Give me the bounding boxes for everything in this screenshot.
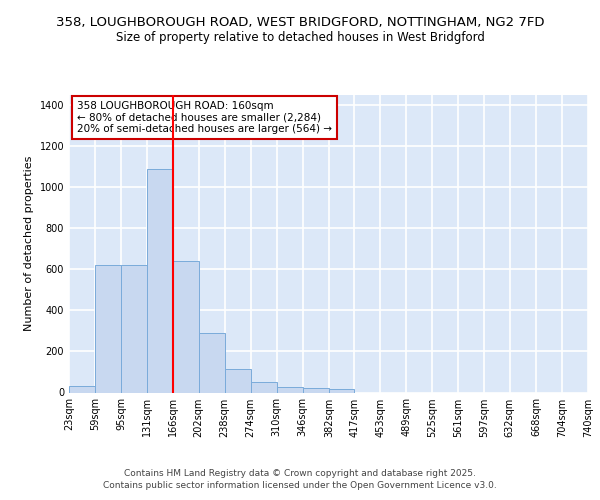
Bar	[121, 266, 147, 392]
Bar	[329, 390, 354, 392]
Text: 358 LOUGHBOROUGH ROAD: 160sqm
← 80% of detached houses are smaller (2,284)
20% o: 358 LOUGHBOROUGH ROAD: 160sqm ← 80% of d…	[77, 101, 332, 134]
Text: Contains HM Land Registry data © Crown copyright and database right 2025.: Contains HM Land Registry data © Crown c…	[124, 470, 476, 478]
Bar	[224, 369, 251, 392]
Bar	[69, 386, 95, 392]
Bar	[277, 388, 303, 392]
Text: Size of property relative to detached houses in West Bridgford: Size of property relative to detached ho…	[116, 31, 484, 44]
Y-axis label: Number of detached properties: Number of detached properties	[24, 156, 34, 332]
Bar	[147, 169, 173, 392]
Bar	[173, 261, 199, 392]
Bar	[251, 382, 277, 392]
Text: 358, LOUGHBOROUGH ROAD, WEST BRIDGFORD, NOTTINGHAM, NG2 7FD: 358, LOUGHBOROUGH ROAD, WEST BRIDGFORD, …	[56, 16, 544, 29]
Bar	[199, 333, 224, 392]
Bar	[95, 266, 121, 392]
Text: Contains public sector information licensed under the Open Government Licence v3: Contains public sector information licen…	[103, 482, 497, 490]
Bar	[303, 388, 329, 392]
